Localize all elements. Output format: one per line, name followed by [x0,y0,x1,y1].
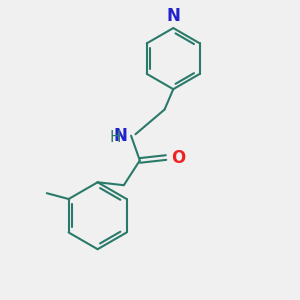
Text: N: N [166,7,180,25]
Text: O: O [171,148,185,166]
Text: H: H [109,130,121,145]
Text: N: N [114,127,128,145]
